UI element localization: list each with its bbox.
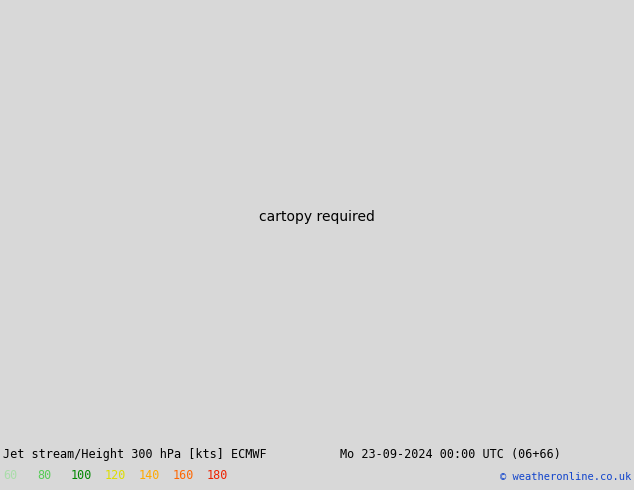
Text: © weatheronline.co.uk: © weatheronline.co.uk <box>500 472 631 482</box>
Text: 180: 180 <box>207 469 228 482</box>
Text: 160: 160 <box>173 469 195 482</box>
Text: 80: 80 <box>37 469 51 482</box>
Text: 140: 140 <box>139 469 160 482</box>
Text: 120: 120 <box>105 469 126 482</box>
Text: 100: 100 <box>71 469 93 482</box>
Text: Jet stream/Height 300 hPa [kts] ECMWF: Jet stream/Height 300 hPa [kts] ECMWF <box>3 448 267 461</box>
Text: Mo 23-09-2024 00:00 UTC (06+66): Mo 23-09-2024 00:00 UTC (06+66) <box>340 448 561 461</box>
Text: cartopy required: cartopy required <box>259 210 375 224</box>
Text: 60: 60 <box>3 469 17 482</box>
